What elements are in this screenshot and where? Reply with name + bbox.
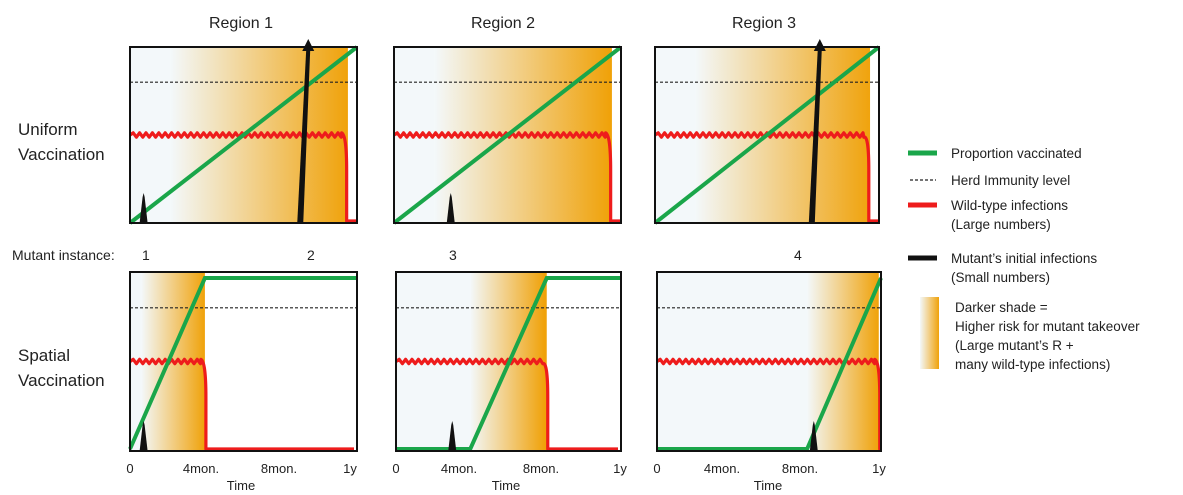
legend-vaccinated-label: Proportion vaccinated — [951, 146, 1082, 161]
panel-grid — [128, 39, 883, 452]
tick-label: 4mon. — [183, 461, 219, 476]
panel-frame — [129, 271, 358, 452]
tick-label: 1y — [343, 461, 357, 476]
proportion-vaccinated-line — [128, 276, 357, 450]
legend-shade-label-1: Darker shade = — [955, 300, 1048, 315]
panel-uniform-3 — [653, 39, 881, 225]
legend-shade-label-2: Higher risk for mutant takeover — [955, 319, 1140, 334]
proportion-vaccinated-line — [657, 277, 883, 451]
wild-type-infections-line — [129, 357, 354, 451]
panel-frame — [395, 271, 622, 452]
x-axis-label: Time — [754, 478, 782, 493]
mutant-infection-spike — [809, 421, 818, 451]
legend: Proportion vaccinated Herd Immunity leve… — [908, 146, 1140, 372]
proportion-vaccinated-line — [128, 45, 359, 225]
tick-label: 0 — [653, 461, 660, 476]
x-axis-region-1: 0 4mon. 8mon. 1y Time — [126, 461, 357, 493]
row-label-uniform-2: Vaccination — [18, 145, 105, 164]
column-header-region-3: Region 3 — [732, 15, 796, 32]
legend-shade-swatch — [920, 297, 939, 369]
wild-type-infections-line — [129, 131, 357, 223]
wild-type-infections-line — [393, 131, 621, 223]
row-label-spatial: Spatial — [18, 346, 70, 365]
legend-wild-label: Wild-type infections — [951, 198, 1068, 213]
mutant-instance-label: Mutant instance: — [12, 247, 115, 263]
legend-herd-label: Herd Immunity level — [951, 173, 1070, 188]
tick-label: 1y — [613, 461, 627, 476]
tick-label: 8mon. — [782, 461, 818, 476]
mutant-infection-spike — [446, 193, 455, 223]
column-header-region-2: Region 2 — [471, 15, 535, 32]
legend-mutant-label: Mutant’s initial infections — [951, 251, 1097, 266]
tick-label: 4mon. — [704, 461, 740, 476]
row-label-uniform: Uniform — [18, 120, 78, 139]
legend-mutant-label-2: (Small numbers) — [951, 270, 1050, 285]
mutant-instance-4: 4 — [794, 247, 802, 263]
wild-type-infections-line — [395, 357, 618, 451]
panel-spatial-3 — [656, 271, 883, 452]
panel-frame — [393, 46, 622, 224]
mutant-takeover-arrow — [813, 39, 826, 51]
column-header-region-1: Region 1 — [209, 15, 273, 32]
panel-uniform-1 — [128, 39, 359, 225]
panel-frame — [129, 46, 358, 224]
x-axis-label: Time — [492, 478, 520, 493]
tick-label: 8mon. — [261, 461, 297, 476]
x-axis-region-2: 0 4mon. 8mon. 1y Time — [392, 461, 627, 493]
mutant-takeover-arrow — [302, 39, 315, 51]
x-axis-region-3: 0 4mon. 8mon. 1y Time — [653, 461, 886, 493]
mutant-infection-spike — [297, 49, 311, 223]
proportion-vaccinated-line — [396, 276, 621, 451]
tick-label: 8mon. — [523, 461, 559, 476]
tick-label: 1y — [872, 461, 886, 476]
wild-type-infections-line — [656, 357, 882, 451]
row-label-spatial-2: Vaccination — [18, 371, 105, 390]
legend-wild-label-2: (Large numbers) — [951, 217, 1051, 232]
x-axis-label: Time — [227, 478, 255, 493]
panel-spatial-2 — [395, 271, 622, 452]
tick-label: 0 — [126, 461, 133, 476]
panel-frame — [654, 46, 880, 224]
tick-label: 0 — [392, 461, 399, 476]
panel-frame — [656, 271, 882, 452]
mutant-instance-2: 2 — [307, 247, 315, 263]
mutant-infection-spike — [448, 421, 457, 451]
panel-spatial-1 — [128, 271, 358, 452]
mutant-instance-3: 3 — [449, 247, 457, 263]
tick-label: 4mon. — [441, 461, 477, 476]
wild-type-infections-line — [654, 131, 879, 223]
proportion-vaccinated-line — [392, 45, 623, 225]
proportion-vaccinated-line — [653, 45, 881, 225]
legend-shade-label-4: many wild-type infections) — [955, 357, 1110, 372]
legend-shade-label-3: (Large mutant’s R + — [955, 338, 1074, 353]
mutant-infection-spike — [139, 193, 148, 223]
mutant-infection-spike — [808, 49, 822, 223]
mutant-instance-1: 1 — [142, 247, 150, 263]
mutant-infection-spike — [139, 421, 148, 451]
panel-uniform-2 — [392, 45, 623, 225]
